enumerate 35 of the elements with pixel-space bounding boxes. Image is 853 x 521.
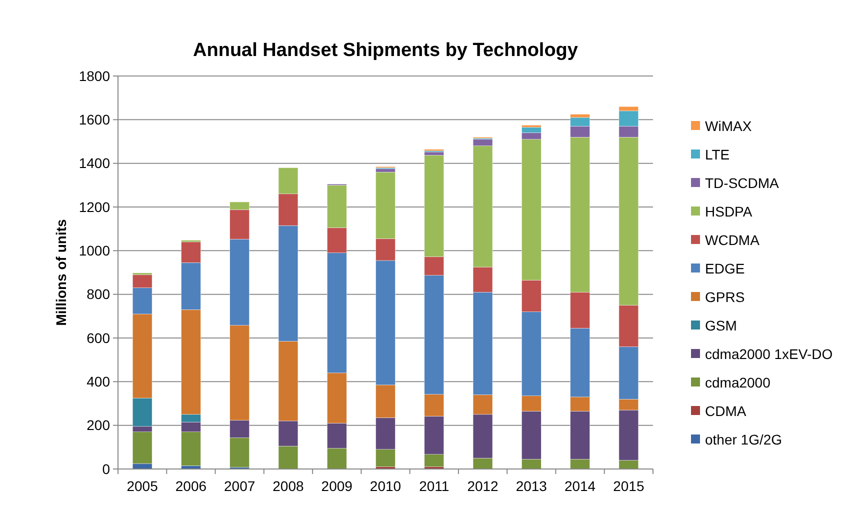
x-tick-label: 2013 [516, 478, 548, 494]
x-tick-label: 2012 [467, 478, 499, 494]
y-tick-label: 1200 [78, 198, 110, 215]
y-tick-label: 200 [86, 417, 110, 434]
legend-label: CDMA [705, 402, 747, 419]
legend-label: WiMAX [705, 118, 752, 134]
y-tick-label: 0 [102, 460, 110, 477]
legend-label: other 1G/2G [705, 431, 782, 448]
legend-label: cdma2000 [705, 374, 771, 390]
y-tick-label: 1000 [78, 242, 110, 259]
y-axis-title: Millions of units [53, 219, 69, 326]
legend-label: TD-SCDMA [705, 174, 780, 191]
x-tick-label: 2011 [419, 478, 450, 494]
x-tick-label: 2006 [175, 478, 207, 494]
x-tick-label: 2007 [224, 478, 256, 494]
y-tick-label: 1800 [78, 68, 110, 84]
legend-label: WCDMA [705, 232, 760, 248]
x-tick-label: 2005 [126, 478, 158, 494]
y-tick-label: 1400 [78, 155, 110, 172]
y-tick-label: 1600 [78, 112, 110, 128]
x-tick-label: 2014 [564, 478, 596, 494]
legend-label: LTE [705, 146, 730, 162]
legend-label: cdma2000 1xEV-DO [705, 346, 833, 362]
x-tick-label: 2008 [272, 478, 304, 494]
x-tick-label: 2009 [321, 478, 353, 494]
chart-title: Annual Handset Shipments by Technology [193, 40, 578, 61]
y-tick-label: 800 [86, 286, 110, 302]
legend-label: GSM [705, 317, 737, 334]
y-tick-label: 400 [86, 374, 110, 390]
legend-label: HSDPA [705, 203, 753, 220]
legend-label: GPRS [705, 288, 745, 305]
x-tick-label: 2010 [370, 478, 402, 494]
legend-label: EDGE [705, 260, 745, 276]
x-tick-label: 2015 [613, 478, 644, 494]
y-tick-label: 600 [86, 330, 110, 346]
